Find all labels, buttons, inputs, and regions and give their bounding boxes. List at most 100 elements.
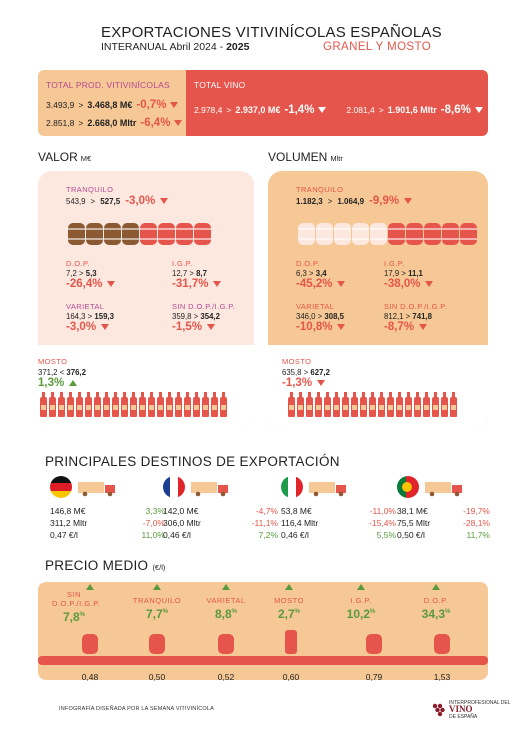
precio-sin-name2: D.O.P./I.G.P. bbox=[52, 599, 101, 608]
precio-tranquilo-name: TRANQUILO bbox=[132, 596, 182, 605]
valor-varietal-pct-row: -3,0% bbox=[66, 321, 110, 333]
logo: INTERPROFESIONAL DEL VINO DE ESPAÑA bbox=[432, 700, 511, 720]
valor-heading: VALOR M€ bbox=[38, 150, 91, 164]
bottle-icon bbox=[193, 392, 200, 417]
valor-mosto-pct: 1,3% bbox=[38, 377, 65, 389]
volumen-dop-from: 6,3 bbox=[296, 269, 307, 278]
total-wine-value-to: 2.937,0 M€ bbox=[235, 105, 281, 115]
barrel-icon bbox=[158, 223, 175, 245]
bottle-icon bbox=[121, 392, 128, 417]
valor-panel: TRANQUILO 543,9 > 527,5 -3,0% D.O.P. 7,2 … bbox=[38, 171, 254, 430]
bottle-icon bbox=[157, 392, 164, 417]
volumen-sin-from: 812,1 bbox=[384, 312, 404, 321]
down-arrow-icon bbox=[404, 198, 413, 204]
bottle-icon bbox=[387, 392, 394, 417]
volumen-mosto-bottles bbox=[288, 392, 457, 417]
precio-mosto-pct: 2,7% bbox=[264, 607, 314, 621]
volumen-igp-from: 17,9 bbox=[384, 269, 400, 278]
bottle-icon bbox=[288, 392, 295, 417]
volumen-dop-pct: -45,2% bbox=[296, 278, 333, 290]
volumen-dop-label: D.O.P. bbox=[296, 259, 320, 268]
france-price: 0,46 €/l bbox=[163, 530, 191, 540]
precio-item-varietal: VARIETAL 8,8% bbox=[196, 584, 256, 621]
germany-value-pct: 3,3% bbox=[145, 506, 165, 516]
bottle-icon bbox=[175, 392, 182, 417]
volumen-sin-pct-row: -8,7% bbox=[384, 321, 428, 333]
bottle-icon bbox=[67, 392, 74, 417]
precio-tranquilo-pct: 7,7% bbox=[122, 607, 192, 621]
volumen-tranquilo-row: 1.182,3 > 1.064,9 -9,9% bbox=[296, 195, 413, 207]
volumen-dop-pct-row: -45,2% bbox=[296, 278, 346, 290]
truck-icon bbox=[425, 482, 462, 497]
valor-mosto-to: 376,2 bbox=[66, 368, 86, 377]
bottle-icon bbox=[378, 392, 385, 417]
precio-unit: (€/l) bbox=[152, 563, 166, 572]
valor-tranquilo-pct: -3,0% bbox=[125, 195, 156, 207]
barrel-icon bbox=[194, 223, 211, 245]
valor-igp-label: I.G.P. bbox=[172, 259, 193, 268]
bottle-icon bbox=[351, 392, 358, 417]
italy-volume: 116,4 Mltr bbox=[281, 518, 319, 528]
bottle-icon bbox=[49, 392, 56, 417]
valor-sin-to: 354,2 bbox=[200, 312, 220, 321]
total-products-value-to: 3.468,8 M€ bbox=[87, 100, 133, 110]
barrel-icon bbox=[334, 223, 351, 245]
portugal-price: 0,50 €/l bbox=[397, 530, 425, 540]
logo-top: INTERPROFESIONAL DEL bbox=[449, 700, 511, 706]
down-arrow-icon bbox=[337, 281, 346, 287]
logo-main: VINO bbox=[449, 704, 473, 714]
germany-flag-icon bbox=[50, 476, 72, 498]
volumen-panel: TRANQUILO 1.182,3 > 1.064,9 -9,9% D.O.P. … bbox=[268, 171, 488, 430]
totals-banner: TOTAL PROD. VITIVINÍCOLAS 3.493,9 > 3.468… bbox=[38, 70, 488, 136]
bottle-icon bbox=[220, 392, 227, 417]
volumen-mosto-values: 635,8 > 627,2 bbox=[282, 368, 330, 377]
precio-sin-name1: SIN bbox=[66, 590, 81, 599]
total-products-volume-from: 2.851,8 bbox=[46, 118, 75, 128]
barrel-icon bbox=[424, 223, 441, 245]
down-arrow-icon bbox=[337, 324, 346, 330]
valor-dop-pct: -26,4% bbox=[66, 278, 103, 290]
valor-varietal-pct: -3,0% bbox=[66, 321, 97, 333]
bottle-icon bbox=[85, 392, 92, 417]
france-value: 142,0 M€ bbox=[163, 506, 199, 516]
total-wine-volume-row: 2.081,4 > 1.901,6 Mltr -8,6% bbox=[346, 104, 483, 116]
valor-dop-values: 7,2 > 5,3 bbox=[66, 269, 97, 278]
barrel-icon bbox=[434, 634, 450, 654]
down-arrow-icon bbox=[213, 281, 222, 287]
down-arrow-icon bbox=[101, 324, 110, 330]
page-title: EXPORTACIONES VITIVINÍCOLAS ESPAÑOLAS bbox=[101, 24, 442, 41]
france-value-pct: -4,7% bbox=[255, 506, 278, 516]
portugal-value: 38,1 M€ bbox=[397, 506, 428, 516]
germany-volume: 311,2 Mltr bbox=[50, 518, 88, 528]
bottle-icon bbox=[166, 392, 173, 417]
volumen-igp-pct-row: -38,0% bbox=[384, 278, 434, 290]
italy-price-pct: 5,5% bbox=[376, 530, 396, 540]
down-arrow-icon bbox=[474, 107, 483, 113]
volumen-varietal-pct: -10,8% bbox=[296, 321, 333, 333]
italy-value: 53,8 M€ bbox=[281, 506, 312, 516]
precio-tranquilo-pct-value: 7,7 bbox=[145, 607, 163, 621]
portugal-volume: 75,5 Mltr bbox=[397, 518, 431, 528]
bottle-icon bbox=[112, 392, 119, 417]
precio-heading-text: PRECIO MEDIO bbox=[45, 558, 149, 573]
precio-item-igp: I.G.P. 10,2% bbox=[336, 584, 386, 621]
bottle-icon bbox=[130, 392, 137, 417]
portugal-value-pct: -19,7% bbox=[463, 506, 490, 516]
valor-mosto-area bbox=[38, 345, 254, 430]
precio-sin-price: 0,48 bbox=[81, 672, 99, 682]
valor-igp-pct: -31,7% bbox=[172, 278, 209, 290]
bottle-icon bbox=[103, 392, 110, 417]
bottle-icon bbox=[342, 392, 349, 417]
valor-heading-text: VALOR bbox=[38, 150, 78, 164]
precio-item-sin: SIN D.O.P./I.G.P. 7,8% bbox=[52, 584, 101, 624]
precio-igp-pct-value: 10,2 bbox=[346, 607, 370, 621]
valor-igp-to: 8,7 bbox=[196, 269, 207, 278]
barrel-icon bbox=[68, 223, 85, 245]
barrel-icon bbox=[86, 223, 103, 245]
bottle-icon bbox=[450, 392, 457, 417]
portugal-price-pct: 11,7% bbox=[466, 530, 490, 540]
subtitle-prefix: INTERANUAL Abril 2024 - bbox=[101, 41, 227, 53]
precio-item-mosto: MOSTO 2,7% bbox=[264, 584, 314, 621]
barrel-icon bbox=[406, 223, 423, 245]
bottle-icon bbox=[315, 392, 322, 417]
